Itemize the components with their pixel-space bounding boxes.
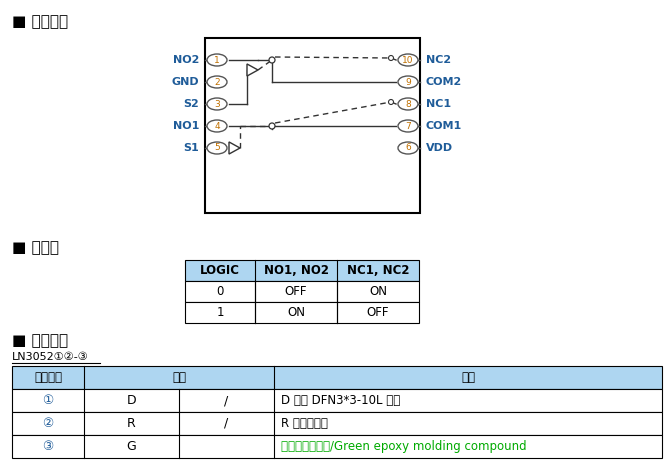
Text: GND: GND (172, 77, 199, 87)
Text: 封装材料为绿料/Green epoxy molding compound: 封装材料为绿料/Green epoxy molding compound (281, 440, 526, 453)
Ellipse shape (398, 120, 418, 132)
Text: COM1: COM1 (426, 121, 462, 131)
Text: G: G (127, 440, 136, 453)
Text: R: R (127, 417, 136, 430)
Circle shape (389, 55, 393, 61)
Bar (12, 435, 662, 458)
Bar (12, 412, 662, 435)
Text: 0: 0 (216, 285, 224, 298)
Text: 8: 8 (405, 100, 411, 109)
Text: ■ 功能表: ■ 功能表 (12, 240, 59, 255)
Bar (205, 38, 420, 213)
Text: 符号: 符号 (172, 371, 186, 384)
Text: OFF: OFF (367, 306, 389, 319)
Ellipse shape (207, 98, 227, 110)
Text: LN3052①②-③: LN3052①②-③ (12, 352, 89, 362)
Ellipse shape (207, 76, 227, 88)
Ellipse shape (398, 54, 418, 66)
Text: /: / (224, 417, 228, 430)
Polygon shape (247, 64, 258, 76)
Circle shape (269, 57, 275, 63)
Text: 数字项目: 数字项目 (34, 371, 62, 384)
Text: R 为编带正装: R 为编带正装 (281, 417, 328, 430)
Text: /: / (224, 394, 228, 407)
Ellipse shape (207, 142, 227, 154)
Text: ①: ① (42, 394, 53, 407)
Text: NO1: NO1 (172, 121, 199, 131)
Text: 1: 1 (216, 306, 224, 319)
Text: 5: 5 (214, 144, 220, 153)
Text: COM2: COM2 (426, 77, 462, 87)
Text: ON: ON (287, 306, 305, 319)
Ellipse shape (207, 54, 227, 66)
Text: 2: 2 (214, 78, 220, 86)
Text: 9: 9 (405, 78, 411, 86)
Text: NC1, NC2: NC1, NC2 (347, 264, 409, 277)
Text: D: D (127, 394, 136, 407)
Text: LOGIC: LOGIC (200, 264, 240, 277)
Bar (12, 366, 662, 389)
Polygon shape (229, 142, 240, 154)
Ellipse shape (398, 76, 418, 88)
Text: NO1, NO2: NO1, NO2 (263, 264, 329, 277)
Text: NC1: NC1 (426, 99, 451, 109)
Ellipse shape (398, 98, 418, 110)
Text: 10: 10 (402, 55, 413, 64)
Text: ②: ② (42, 417, 53, 430)
Text: 1: 1 (214, 55, 220, 64)
Text: ON: ON (369, 285, 387, 298)
Text: S2: S2 (183, 99, 199, 109)
Text: ■ 引脚定义: ■ 引脚定义 (12, 14, 68, 29)
Text: NO2: NO2 (172, 55, 199, 65)
Text: 4: 4 (214, 121, 220, 130)
Circle shape (269, 123, 275, 129)
Text: NC2: NC2 (426, 55, 451, 65)
Text: 3: 3 (214, 100, 220, 109)
Text: ③: ③ (42, 440, 53, 453)
Ellipse shape (398, 142, 418, 154)
Text: VDD: VDD (426, 143, 453, 153)
Text: D 代表 DFN3*3-10L 封装: D 代表 DFN3*3-10L 封装 (281, 394, 400, 407)
Bar (12, 389, 662, 412)
Text: ■ 订购信息: ■ 订购信息 (12, 333, 68, 348)
Text: 7: 7 (405, 121, 411, 130)
Ellipse shape (207, 120, 227, 132)
Text: OFF: OFF (285, 285, 307, 298)
Text: 6: 6 (405, 144, 411, 153)
Text: 描述: 描述 (461, 371, 475, 384)
Bar (185, 260, 419, 281)
Bar (185, 281, 419, 302)
Bar (185, 302, 419, 323)
Text: S1: S1 (183, 143, 199, 153)
Circle shape (389, 100, 393, 104)
